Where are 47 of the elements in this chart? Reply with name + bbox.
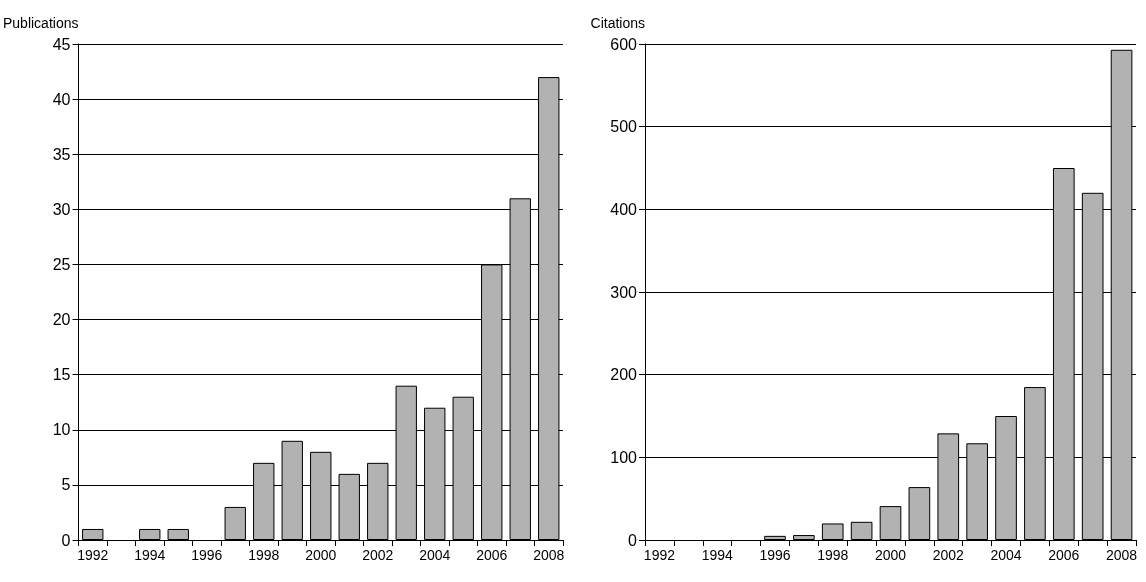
y-tick-label: 45 (52, 35, 71, 53)
y-tick-label: 30 (52, 200, 71, 218)
bar (850, 521, 873, 540)
y-tick-label: 600 (610, 35, 638, 53)
bar (224, 506, 246, 540)
bar (821, 523, 844, 540)
y-axis-title: Publications (2, 15, 79, 31)
x-tick-label: 2006 (476, 547, 508, 563)
x-tick-label: 1994 (134, 547, 166, 563)
bar (793, 535, 815, 540)
x-tick-label: 1996 (759, 547, 791, 563)
y-tick-label: 300 (610, 283, 638, 301)
bar (908, 487, 931, 540)
bar (167, 528, 189, 540)
y-tick-label: 400 (610, 200, 638, 218)
x-tick-label: 2006 (1048, 547, 1080, 563)
x-tick-label: 1994 (701, 547, 733, 563)
x-tick-label: 1998 (817, 547, 849, 563)
x-tick-label: 1996 (191, 547, 223, 563)
y-tick-label: 15 (52, 366, 71, 384)
bar (82, 528, 104, 540)
x-tick-label: 2004 (990, 547, 1022, 563)
y-tick-label: 25 (52, 255, 71, 273)
bar (764, 535, 786, 540)
x-tick-label: 1998 (248, 547, 280, 563)
x-tick-label: 2008 (1105, 547, 1138, 563)
y-axis-title: Citations (590, 15, 645, 31)
y-tick-label: 0 (628, 531, 638, 549)
y-tick-label: 40 (52, 90, 71, 108)
bar (139, 528, 161, 540)
x-tick-label: 2000 (874, 547, 907, 563)
x-tick-label: 1992 (77, 547, 109, 563)
x-tick-label: 2000 (305, 547, 337, 563)
x-tick-label: 2004 (419, 547, 451, 563)
y-tick-label: 20 (52, 311, 71, 329)
y-tick-label: 0 (61, 531, 71, 549)
x-tick-label: 2002 (932, 547, 965, 563)
y-tick-label: 100 (610, 448, 638, 466)
x-tick-label: 2008 (533, 547, 565, 563)
y-tick-label: 500 (610, 118, 638, 136)
y-tick-label: 200 (610, 366, 638, 384)
x-tick-label: 2002 (362, 547, 394, 563)
bar (879, 506, 902, 540)
y-tick-label: 10 (52, 421, 71, 439)
y-tick-label: 5 (61, 476, 71, 494)
y-tick-label: 35 (52, 145, 71, 163)
x-tick-label: 1992 (643, 547, 676, 563)
